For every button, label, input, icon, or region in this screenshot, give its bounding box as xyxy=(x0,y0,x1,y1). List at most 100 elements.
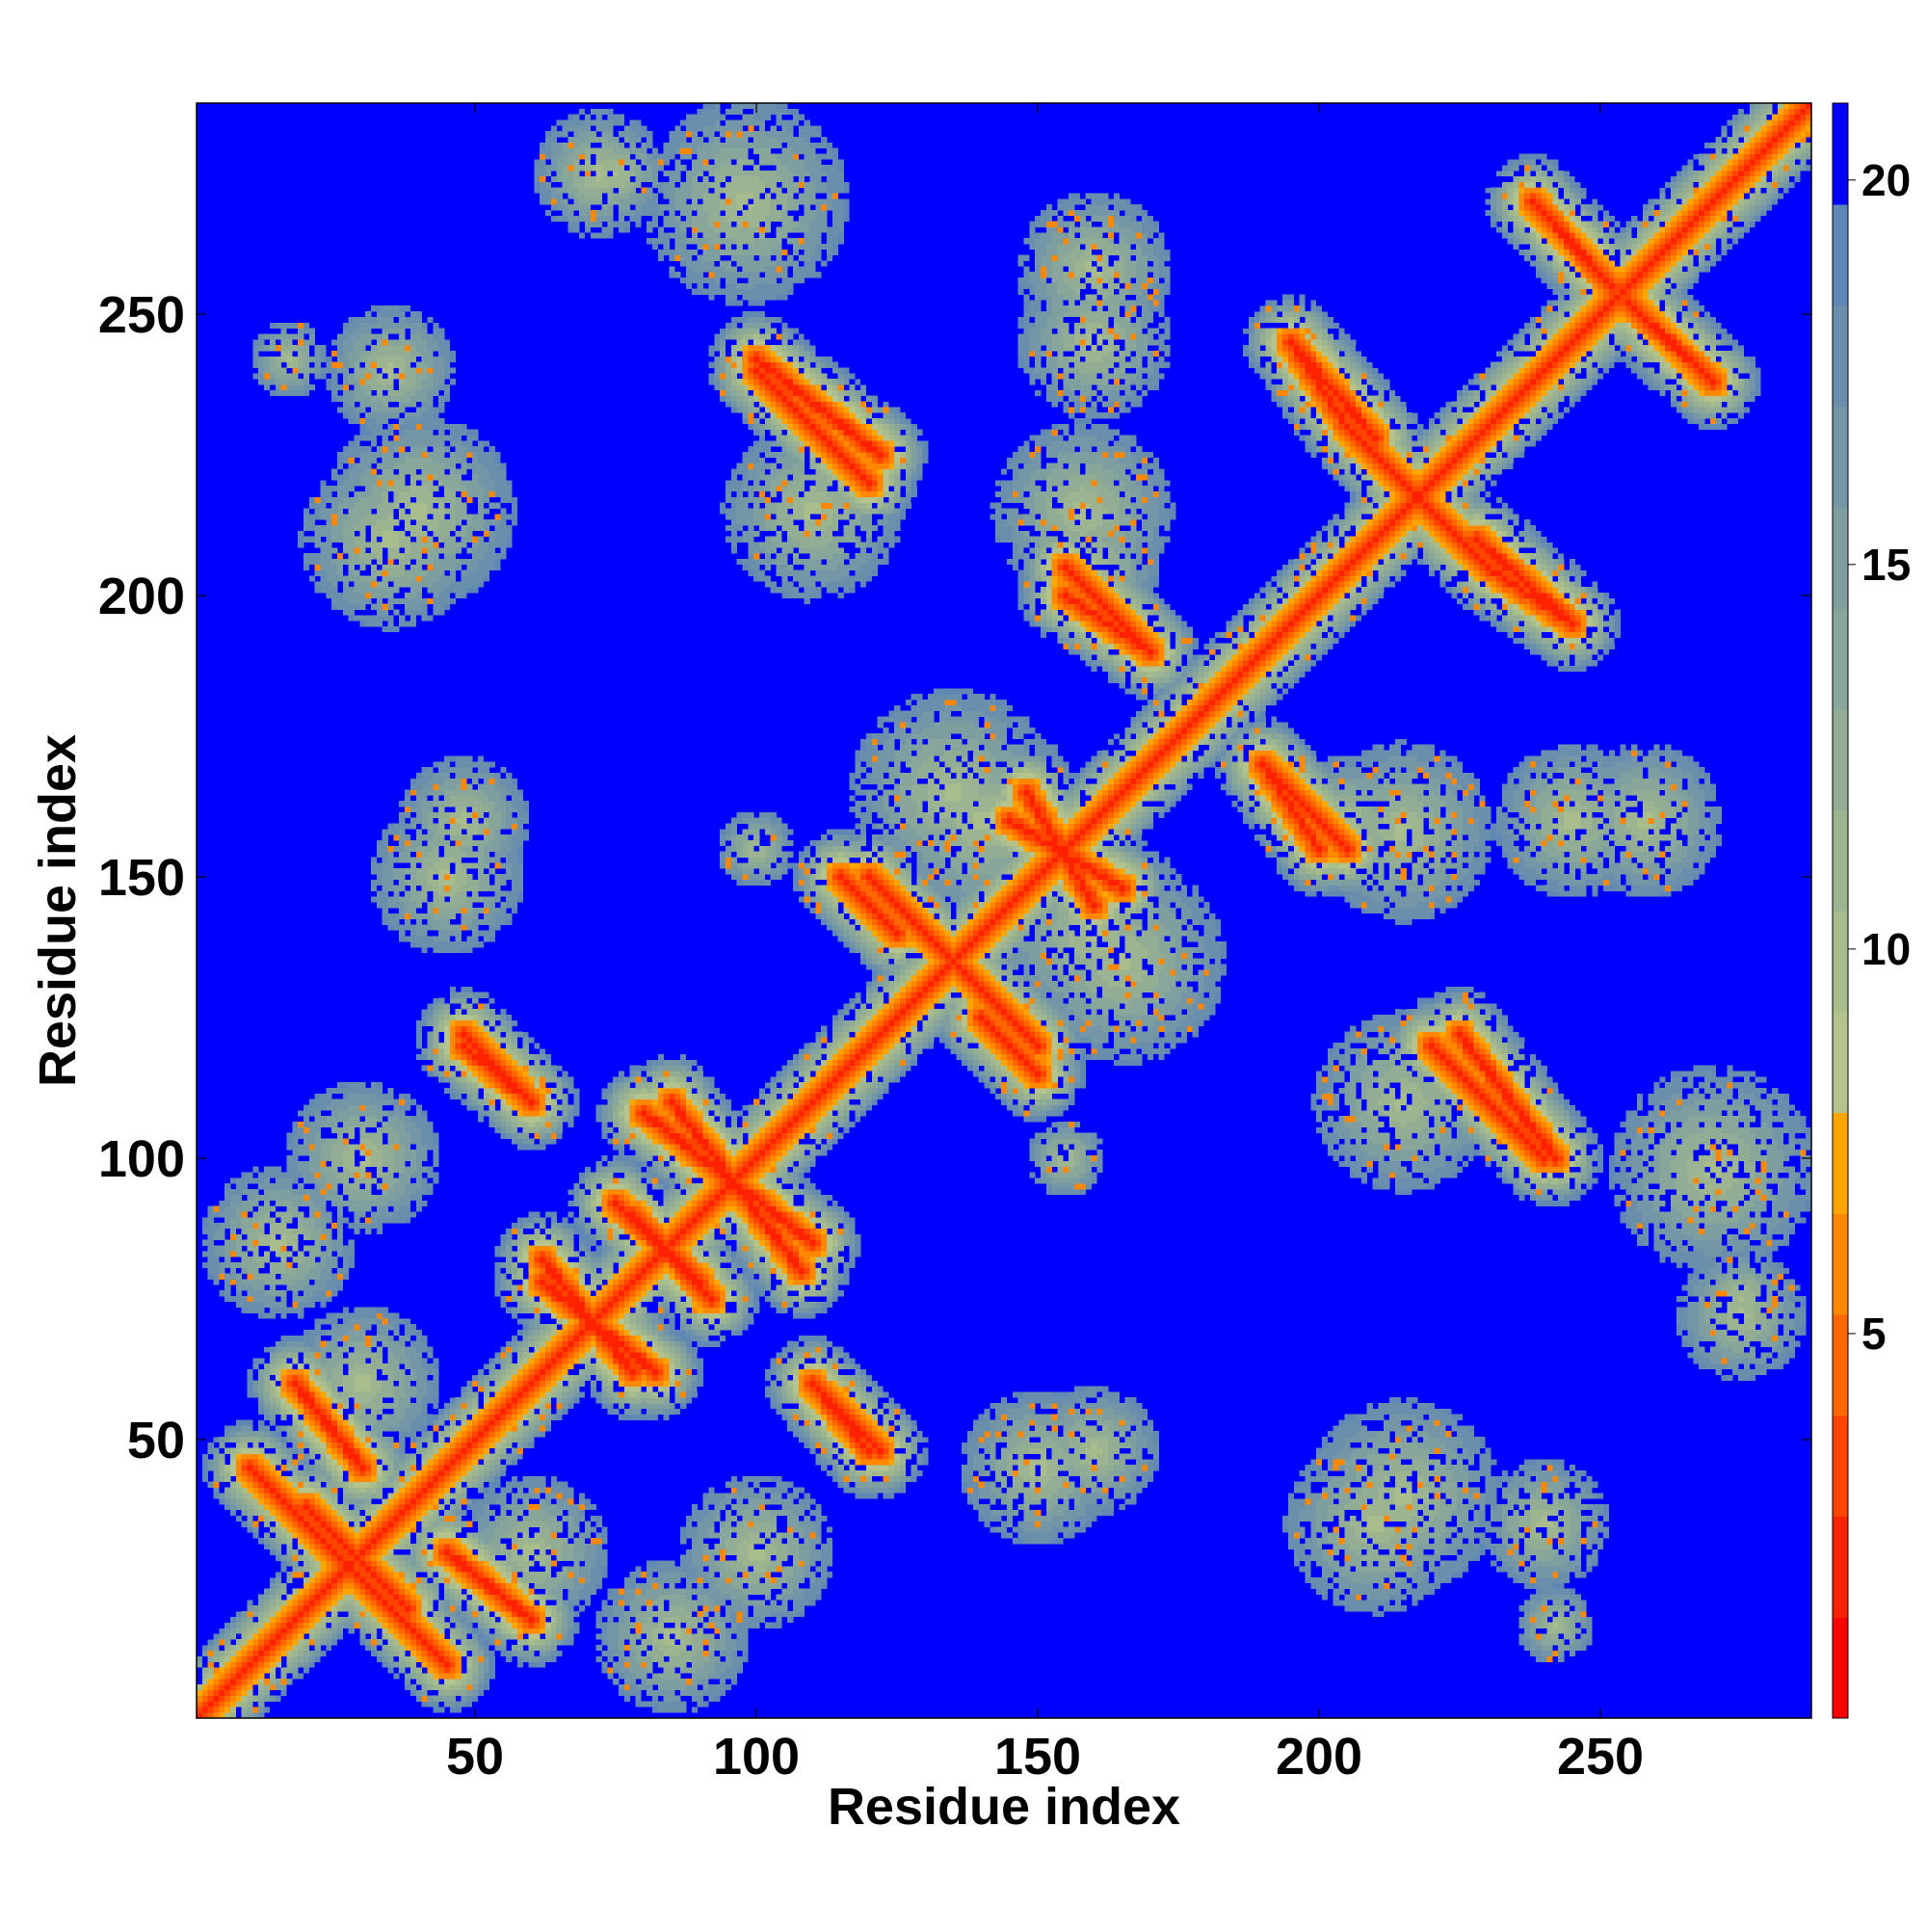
heatmap-cell xyxy=(304,1201,309,1206)
heatmap-cell xyxy=(331,1488,337,1494)
heatmap-cell xyxy=(422,1526,428,1532)
heatmap-cell xyxy=(331,587,337,593)
heatmap-cell xyxy=(214,1493,220,1498)
heatmap-cell xyxy=(416,1498,422,1504)
heatmap-cell xyxy=(371,1352,377,1358)
heatmap-cell xyxy=(242,1470,248,1476)
heatmap-cell xyxy=(399,469,405,475)
heatmap-cell xyxy=(450,553,456,559)
heatmap-cell xyxy=(326,1116,331,1122)
heatmap-cell xyxy=(343,1555,349,1561)
heatmap-cell xyxy=(427,1032,433,1038)
heatmap-cell xyxy=(270,1442,276,1448)
heatmap-cell xyxy=(371,1358,377,1363)
heatmap-cell xyxy=(349,1442,355,1448)
heatmap-cell xyxy=(331,1419,337,1425)
heatmap-cell xyxy=(337,525,343,531)
heatmap-cell xyxy=(214,1262,220,1268)
heatmap-cell xyxy=(242,1639,248,1645)
heatmap-cell xyxy=(359,1397,365,1403)
heatmap-cell xyxy=(456,1572,462,1577)
heatmap-cell xyxy=(410,1155,416,1161)
heatmap-cell xyxy=(405,440,410,446)
heatmap-cell xyxy=(456,936,462,941)
heatmap-cell xyxy=(252,1628,258,1634)
heatmap-cell xyxy=(450,458,456,463)
heatmap-cell xyxy=(427,1183,433,1189)
heatmap-cell xyxy=(320,1381,326,1387)
heatmap-cell xyxy=(388,1600,394,1605)
heatmap-cell xyxy=(438,812,444,818)
heatmap-cell xyxy=(444,1544,450,1549)
heatmap-cell xyxy=(416,367,422,373)
heatmap-cell xyxy=(252,1476,258,1482)
heatmap-cell xyxy=(405,598,410,604)
heatmap-cell xyxy=(292,1274,298,1280)
heatmap-cell xyxy=(230,1245,236,1251)
heatmap-cell xyxy=(270,1526,276,1532)
heatmap-cell xyxy=(377,615,383,621)
heatmap-cell xyxy=(309,576,315,582)
heatmap-cell xyxy=(355,390,360,396)
heatmap-cell xyxy=(355,1330,360,1336)
heatmap-cell xyxy=(388,1628,394,1634)
heatmap-cell xyxy=(349,486,355,491)
heatmap-cell xyxy=(337,598,343,604)
heatmap-cell xyxy=(320,1526,326,1532)
heatmap-cell xyxy=(355,1308,360,1313)
heatmap-cell xyxy=(371,1538,377,1544)
heatmap-cell xyxy=(315,1623,321,1628)
heatmap-cell xyxy=(298,1589,304,1595)
heatmap-cell xyxy=(410,840,416,846)
heatmap-cell xyxy=(264,1600,270,1605)
heatmap-cell xyxy=(349,587,355,593)
heatmap-cell xyxy=(208,1274,214,1280)
heatmap-cell xyxy=(270,1595,276,1601)
heatmap-cell xyxy=(405,1510,410,1516)
heatmap-cell xyxy=(214,1639,220,1645)
heatmap-cell xyxy=(355,1482,360,1488)
heatmap-cell xyxy=(230,1419,236,1425)
heatmap-cell xyxy=(450,1026,456,1032)
heatmap-cell xyxy=(359,424,365,430)
heatmap-cell xyxy=(309,1577,315,1583)
heatmap-cell xyxy=(298,1437,304,1442)
heatmap-cell xyxy=(405,390,410,396)
heatmap-cell xyxy=(377,1605,383,1611)
heatmap-cell xyxy=(248,1437,253,1442)
heatmap-cell xyxy=(258,1409,264,1415)
heatmap-cell xyxy=(456,1094,462,1099)
heatmap-cell xyxy=(461,1032,466,1038)
heatmap-cell xyxy=(410,1555,416,1561)
heatmap-cell xyxy=(276,1167,281,1173)
heatmap-cell xyxy=(450,1493,456,1498)
heatmap-cell xyxy=(304,1104,309,1110)
heatmap-cell xyxy=(450,801,456,807)
heatmap-cell xyxy=(365,1397,371,1403)
heatmap-cell xyxy=(315,1583,321,1589)
heatmap-cell xyxy=(410,1347,416,1353)
heatmap-cell xyxy=(298,1595,304,1601)
heatmap-cell xyxy=(377,412,383,418)
heatmap-cell xyxy=(230,1673,236,1679)
heatmap-cell xyxy=(399,1595,405,1601)
heatmap-cell xyxy=(315,1341,321,1347)
heatmap-cell xyxy=(343,497,349,503)
heatmap-cell xyxy=(337,357,343,362)
heatmap-cell xyxy=(365,412,371,418)
heatmap-cell xyxy=(230,1251,236,1257)
heatmap-cell xyxy=(388,519,394,525)
heatmap-cell xyxy=(422,1600,428,1605)
heatmap-cell xyxy=(315,351,321,357)
heatmap-cell xyxy=(371,1651,377,1656)
heatmap-cell xyxy=(202,1701,208,1707)
heatmap-cell xyxy=(326,1431,331,1437)
heatmap-cell xyxy=(422,874,428,880)
heatmap-cell xyxy=(393,1201,399,1206)
heatmap-cell xyxy=(252,1262,258,1268)
heatmap-cell xyxy=(359,1623,365,1628)
heatmap-cell xyxy=(416,880,422,886)
heatmap-cell xyxy=(410,1498,416,1504)
heatmap-cell xyxy=(383,1150,388,1155)
heatmap-cell xyxy=(393,1623,399,1628)
